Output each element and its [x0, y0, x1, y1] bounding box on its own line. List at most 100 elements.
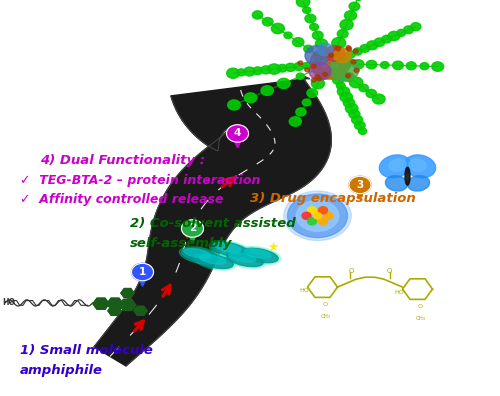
- Circle shape: [296, 108, 306, 116]
- Circle shape: [420, 63, 429, 70]
- Circle shape: [272, 23, 284, 34]
- Circle shape: [349, 176, 371, 194]
- Circle shape: [316, 39, 328, 49]
- Text: ★: ★: [267, 241, 278, 254]
- Circle shape: [344, 98, 354, 107]
- Polygon shape: [108, 307, 121, 315]
- Circle shape: [312, 65, 322, 73]
- Circle shape: [344, 11, 356, 20]
- Text: O: O: [323, 303, 328, 307]
- Polygon shape: [93, 298, 109, 309]
- Circle shape: [304, 45, 313, 53]
- Polygon shape: [120, 299, 136, 310]
- Polygon shape: [190, 236, 196, 243]
- Circle shape: [346, 103, 358, 114]
- Circle shape: [262, 17, 273, 26]
- Circle shape: [343, 72, 354, 81]
- Circle shape: [311, 64, 316, 68]
- Circle shape: [316, 77, 322, 81]
- Circle shape: [354, 49, 358, 53]
- Circle shape: [382, 35, 392, 43]
- Circle shape: [332, 38, 345, 48]
- Ellipse shape: [380, 155, 410, 178]
- Circle shape: [290, 117, 302, 126]
- Ellipse shape: [240, 247, 281, 264]
- Circle shape: [351, 60, 356, 64]
- Circle shape: [324, 212, 333, 219]
- Circle shape: [321, 49, 330, 55]
- Circle shape: [302, 99, 311, 106]
- Circle shape: [278, 65, 287, 72]
- Text: ✓  TEG-BTA-2 – protein interaction: ✓ TEG-BTA-2 – protein interaction: [20, 174, 260, 187]
- Circle shape: [261, 66, 271, 74]
- Circle shape: [296, 0, 310, 7]
- Circle shape: [332, 76, 344, 84]
- Circle shape: [312, 31, 323, 40]
- Ellipse shape: [244, 249, 271, 258]
- Text: 3: 3: [356, 180, 364, 190]
- Circle shape: [310, 23, 318, 30]
- Circle shape: [315, 75, 320, 79]
- Circle shape: [314, 213, 322, 219]
- Circle shape: [358, 128, 366, 134]
- Polygon shape: [121, 289, 134, 297]
- Circle shape: [359, 84, 368, 92]
- Ellipse shape: [296, 200, 339, 231]
- Circle shape: [432, 62, 444, 71]
- Text: O: O: [348, 268, 354, 274]
- Text: 1: 1: [139, 267, 146, 277]
- Circle shape: [336, 67, 346, 75]
- Circle shape: [182, 220, 204, 237]
- Polygon shape: [94, 77, 332, 366]
- Polygon shape: [107, 298, 123, 309]
- Circle shape: [353, 48, 362, 55]
- Circle shape: [374, 38, 385, 46]
- Circle shape: [404, 26, 413, 34]
- Circle shape: [311, 78, 316, 82]
- Circle shape: [314, 51, 324, 60]
- Circle shape: [336, 47, 340, 51]
- Ellipse shape: [405, 167, 410, 185]
- Text: 4: 4: [234, 128, 241, 139]
- Circle shape: [340, 19, 353, 30]
- Circle shape: [322, 72, 328, 76]
- Text: 4) Dual Functionality :: 4) Dual Functionality :: [40, 154, 205, 167]
- Circle shape: [328, 69, 342, 80]
- Polygon shape: [140, 280, 145, 286]
- Ellipse shape: [284, 191, 351, 241]
- Text: ✓  Affinity controlled release: ✓ Affinity controlled release: [20, 194, 224, 206]
- Ellipse shape: [386, 176, 407, 191]
- Ellipse shape: [180, 247, 220, 264]
- Circle shape: [392, 61, 404, 70]
- Ellipse shape: [229, 253, 256, 262]
- Text: 2) Co-solvent assisted: 2) Co-solvent assisted: [130, 217, 296, 230]
- Circle shape: [312, 78, 324, 89]
- Circle shape: [338, 30, 348, 38]
- Text: CH₃: CH₃: [416, 316, 426, 321]
- Text: O: O: [386, 268, 392, 274]
- Polygon shape: [357, 193, 363, 199]
- Ellipse shape: [214, 243, 241, 252]
- Ellipse shape: [408, 176, 430, 191]
- Circle shape: [292, 38, 304, 47]
- Circle shape: [307, 89, 318, 97]
- Text: O: O: [418, 305, 423, 309]
- Circle shape: [330, 48, 340, 56]
- Text: HO: HO: [300, 288, 310, 293]
- Circle shape: [366, 41, 378, 50]
- Circle shape: [346, 74, 350, 78]
- Circle shape: [305, 14, 316, 23]
- Circle shape: [328, 53, 334, 57]
- Circle shape: [380, 62, 389, 69]
- Circle shape: [304, 68, 310, 72]
- Circle shape: [308, 218, 316, 225]
- Circle shape: [244, 93, 257, 103]
- Circle shape: [286, 63, 296, 71]
- Circle shape: [346, 47, 352, 51]
- Circle shape: [349, 2, 360, 11]
- Circle shape: [298, 61, 303, 65]
- Circle shape: [397, 29, 406, 36]
- Text: HO: HO: [2, 299, 16, 307]
- Circle shape: [226, 68, 239, 78]
- Ellipse shape: [288, 194, 348, 238]
